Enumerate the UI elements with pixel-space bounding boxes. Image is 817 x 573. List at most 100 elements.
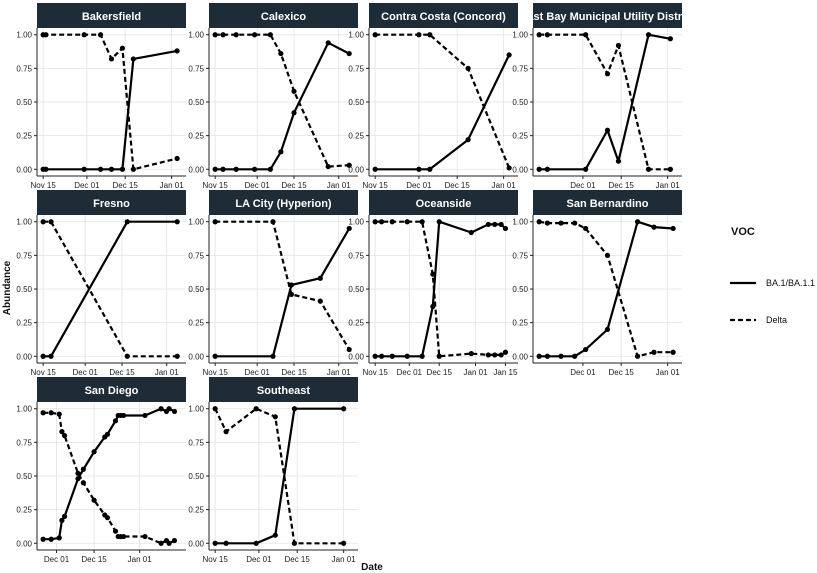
data-point-ba1: [291, 110, 297, 116]
data-point-ba1: [97, 166, 104, 172]
data-point-ba1: [108, 166, 115, 172]
panel-strip: [37, 3, 186, 28]
data-point-delta: [485, 352, 491, 358]
data-point-delta: [346, 162, 352, 168]
data-point-delta: [558, 220, 564, 226]
data-point-ba1: [251, 166, 258, 172]
data-point-delta: [583, 225, 589, 232]
x-tick-label: Dec 15: [608, 181, 634, 190]
data-point-delta: [372, 32, 378, 38]
x-tick-label: Dec 01: [246, 555, 272, 564]
panel-contra-costa-concord: Contra Costa (Concord) 0.00 0.25 0.50 0.75 1.…: [348, 3, 518, 190]
data-point-ba1: [81, 166, 87, 172]
x-tick-label: Dec 15: [281, 368, 307, 377]
panel-san-bernardino: San Bernardino 0.00 0.25 0.50 0.75 1.00 Dec 01…: [512, 190, 682, 377]
data-point-delta: [544, 32, 550, 38]
y-tick-label: 1.00: [348, 31, 364, 40]
y-tick-label: 0.25: [348, 132, 364, 141]
data-point-delta: [583, 32, 589, 38]
data-point-delta: [166, 540, 172, 546]
data-point-ba1: [48, 353, 54, 359]
data-point-delta: [61, 433, 68, 439]
data-point-ba1: [419, 353, 425, 359]
data-point-delta: [56, 411, 62, 417]
data-point-ba1: [91, 449, 97, 455]
data-point-delta: [174, 155, 180, 162]
x-tick-label: Jan 01: [492, 181, 517, 190]
data-point-ba1: [223, 540, 229, 546]
panel-title: Oceanside: [416, 198, 472, 210]
x-tick-label: Dec 01: [406, 181, 432, 190]
x-axis-title: Date: [361, 562, 383, 573]
data-point-delta: [317, 298, 323, 304]
panel-strip: [37, 377, 186, 402]
data-point-ba1: [436, 219, 442, 225]
x-tick-label: Jan 01: [332, 555, 357, 564]
data-point-delta: [346, 346, 352, 353]
panel-title: Contra Costa (Concord): [381, 11, 506, 23]
data-point-delta: [436, 353, 442, 359]
data-point-delta: [267, 32, 273, 38]
y-tick-label: 0.75: [188, 251, 204, 260]
x-tick-label: Jan 01: [464, 368, 489, 377]
panel-strip: [369, 190, 518, 215]
legend: VOC BA.1/BA.1.1 Delta: [730, 226, 815, 325]
data-point-delta: [645, 166, 652, 172]
data-point-ba1: [291, 406, 298, 412]
data-point-delta: [670, 349, 676, 355]
panel-fresno: Fresno 0.00 0.25 0.50 0.75 1.00 Nov 15 Dec 01 De…: [16, 190, 186, 377]
data-point-ba1: [43, 166, 49, 172]
data-point-delta: [498, 352, 504, 358]
data-point-delta: [288, 291, 294, 297]
y-tick-label: 0.00: [188, 165, 204, 174]
data-point-delta: [544, 220, 550, 226]
data-point-ba1: [346, 225, 352, 232]
y-tick-label: 0.50: [188, 98, 204, 107]
y-tick-label: 0.50: [348, 98, 364, 107]
y-tick-label: 1.00: [16, 405, 32, 414]
y-tick-label: 0.00: [16, 352, 32, 361]
data-point-delta: [378, 219, 385, 225]
data-point-ba1: [325, 40, 331, 46]
series-line-delta: [539, 220, 674, 358]
panel-strip: [533, 3, 682, 28]
data-point-ba1: [104, 431, 111, 437]
data-point-ba1: [498, 221, 504, 228]
series-line-ba1: [375, 54, 511, 171]
data-point-delta: [278, 50, 284, 57]
legend-label-delta: Delta: [766, 315, 787, 325]
data-point-ba1: [341, 406, 347, 412]
data-point-ba1: [272, 532, 278, 538]
y-tick-label: 0.50: [188, 472, 204, 481]
panel-title: Calexico: [261, 11, 307, 23]
data-point-ba1: [544, 166, 550, 172]
data-point-ba1: [670, 225, 676, 232]
y-tick-label: 1.00: [348, 218, 364, 227]
data-point-delta: [40, 219, 46, 225]
data-point-ba1: [604, 326, 611, 332]
data-point-ba1: [485, 221, 491, 228]
x-tick-label: Dec 01: [397, 368, 423, 377]
data-point-ba1: [615, 158, 622, 164]
y-tick-label: 0.00: [512, 352, 528, 361]
data-point-delta: [80, 480, 86, 486]
data-point-ba1: [61, 513, 68, 519]
y-tick-label: 0.00: [348, 165, 364, 174]
series-line-delta: [215, 33, 350, 168]
data-point-delta: [651, 349, 657, 355]
x-tick-label: Jan 01: [155, 368, 180, 377]
data-point-delta: [104, 515, 111, 521]
y-tick-label: 0.25: [188, 506, 204, 515]
x-tick-label: Dec 15: [281, 181, 307, 190]
data-point-ba1: [536, 353, 542, 359]
x-tick-label: Dec 15: [284, 555, 310, 564]
data-point-delta: [212, 32, 218, 38]
y-tick-label: 0.50: [16, 98, 32, 107]
x-tick-label: Nov 15: [30, 368, 56, 377]
panel-title: Southeast: [257, 385, 311, 397]
data-point-ba1: [583, 166, 589, 172]
data-point-delta: [233, 32, 239, 38]
data-point-ba1: [465, 137, 471, 143]
panel-san-diego: San Diego 0.00 0.25 0.50 0.75 1.00 Dec 01 Dec 1…: [16, 377, 186, 564]
y-tick-label: 0.75: [512, 251, 528, 260]
